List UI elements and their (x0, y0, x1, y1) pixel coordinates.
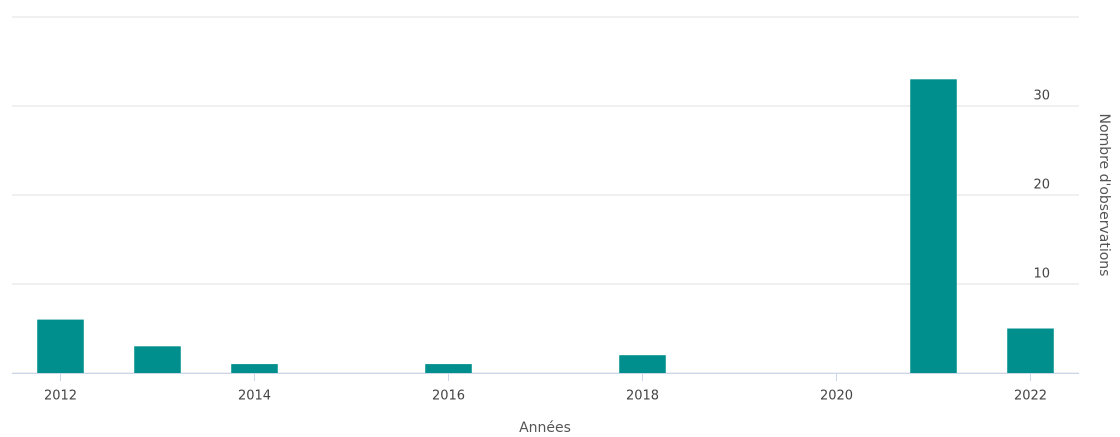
y-tick-label: 10 (1033, 267, 1050, 282)
y-tick-label: 20 (1033, 178, 1050, 193)
bar (134, 346, 181, 373)
x-tick-label: 2018 (626, 389, 659, 404)
bar (231, 364, 278, 373)
x-tick-label: 2020 (820, 389, 853, 404)
bar (1007, 328, 1054, 373)
bar (37, 319, 84, 373)
y-axis-title: Nombre d'observations (1096, 114, 1112, 277)
x-axis-title: Années (519, 420, 571, 436)
x-tick-label: 2012 (44, 389, 77, 404)
x-tick-label: 2014 (238, 389, 271, 404)
bar (910, 79, 957, 374)
bar (619, 355, 666, 373)
bar (425, 364, 472, 373)
y-tick-label: 30 (1033, 89, 1050, 104)
x-tick-label: 2022 (1014, 389, 1047, 404)
x-tick-label: 2016 (432, 389, 465, 404)
